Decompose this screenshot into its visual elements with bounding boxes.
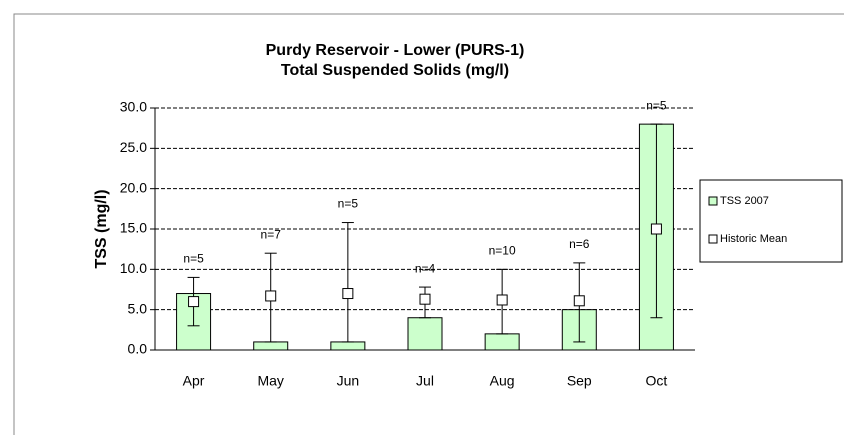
y-tick-label: 15.0 (120, 220, 147, 236)
annotation: n=5 (183, 252, 204, 266)
y-tick-label: 10.0 (120, 260, 147, 276)
y-axis-label: TSS (mg/l) (93, 189, 110, 268)
legend (699, 179, 843, 263)
bar (484, 333, 520, 351)
x-tick-label: Oct (646, 373, 668, 389)
bar (253, 341, 289, 351)
chart-subtitle: Total Suspended Solids (mg/l) (281, 62, 509, 79)
x-tick-label: May (257, 373, 283, 389)
legend-swatch (708, 234, 718, 244)
mean-marker (650, 223, 662, 235)
annotation: n=7 (261, 227, 282, 241)
legend-swatch (708, 196, 718, 206)
x-tick-label: Aug (490, 373, 515, 389)
annotation: n=4 (415, 261, 436, 275)
mean-marker (496, 294, 508, 306)
mean-marker (419, 293, 431, 305)
legend-label: Historic Mean (720, 233, 787, 245)
x-tick-label: Jun (337, 373, 360, 389)
annotation: n=5 (646, 98, 667, 112)
y-tick-label: 5.0 (128, 300, 148, 316)
y-tick-label: 30.0 (120, 99, 147, 115)
legend-label: TSS 2007 (720, 195, 769, 207)
bar (407, 317, 443, 351)
x-tick-label: Jul (416, 373, 434, 389)
mean-marker (573, 295, 585, 307)
mean-marker (342, 288, 354, 300)
mean-marker (265, 290, 277, 302)
y-tick-label: 0.0 (128, 341, 148, 357)
y-tick-label: 25.0 (120, 139, 147, 155)
annotation: n=6 (569, 237, 590, 251)
annotation: n=10 (489, 244, 516, 258)
y-tick-label: 20.0 (120, 179, 147, 195)
chart-title: Purdy Reservoir - Lower (PURS-1) (266, 42, 525, 59)
x-tick-label: Apr (183, 373, 205, 389)
x-tick-label: Sep (567, 373, 592, 389)
annotation: n=5 (338, 197, 359, 211)
mean-marker (188, 296, 200, 308)
bar (330, 341, 366, 351)
